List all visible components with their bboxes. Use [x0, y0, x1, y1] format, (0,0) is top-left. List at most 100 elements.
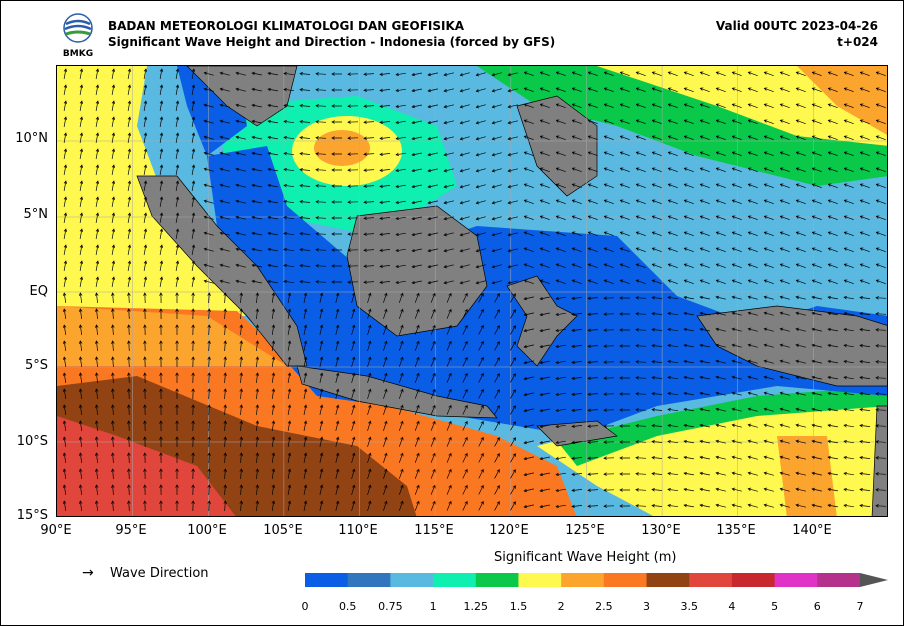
wave-arrow [795, 407, 806, 412]
wave-arrow [95, 212, 100, 223]
wave-arrow [255, 372, 260, 384]
wave-arrow [379, 232, 391, 237]
wave-arrow [731, 71, 742, 77]
wave-arrow [731, 343, 742, 348]
wave-arrow [351, 388, 356, 399]
wave-arrow [219, 135, 230, 140]
wave-arrow [779, 263, 790, 269]
wave-arrow [443, 104, 454, 109]
wave-arrow [414, 484, 420, 495]
wave-arrow [62, 484, 67, 495]
wave-arrow [411, 232, 422, 237]
wave-arrow [571, 472, 583, 477]
wave-arrow [427, 184, 438, 189]
wave-arrow [203, 71, 214, 76]
wave-arrow [699, 423, 710, 428]
wave-arrow [494, 436, 500, 447]
colorbar-tick-label: 6 [813, 600, 821, 613]
lon-label-115e: 115°E [414, 523, 454, 538]
wave-arrow [459, 216, 470, 221]
wave-arrow [203, 87, 214, 92]
wave-arrow [235, 71, 246, 76]
wave-arrow [143, 68, 148, 79]
wave-arrow [319, 500, 324, 511]
wave-arrow [507, 280, 518, 285]
wave-arrow [127, 148, 132, 159]
wave-arrow [667, 135, 678, 141]
wave-arrow [95, 100, 100, 111]
wave-arrow [875, 151, 886, 157]
wave-arrow [843, 503, 854, 508]
wave-arrow [683, 71, 694, 77]
wave-arrow [95, 244, 100, 255]
wave-arrow [747, 71, 758, 77]
wave-arrow [859, 87, 870, 93]
wave-arrow [459, 184, 470, 189]
wave-arrow [667, 391, 679, 396]
wave-arrow [395, 72, 406, 77]
wave-arrow [127, 420, 131, 432]
wave-arrow [283, 247, 295, 252]
wave-arrow [651, 199, 662, 205]
wave-arrow [427, 136, 438, 141]
wave-arrow [430, 452, 436, 463]
wave-arrow [715, 231, 726, 237]
wave-arrow [683, 503, 694, 508]
wave-arrow [539, 488, 550, 493]
wave-arrow [235, 87, 246, 92]
wave-arrow [159, 388, 163, 400]
wave-arrow [79, 276, 84, 287]
wave-arrow [510, 469, 516, 479]
wave-arrow [207, 468, 211, 480]
wave-arrow [779, 311, 790, 316]
wave-arrow [635, 183, 646, 189]
wave-arrow [859, 503, 871, 508]
wave-arrow [79, 180, 84, 191]
wave-arrow [683, 103, 694, 109]
wave-arrow [699, 151, 710, 157]
wave-arrow [731, 439, 742, 444]
wave-arrow [571, 440, 583, 445]
wave-arrow [635, 151, 646, 157]
wave-arrow [143, 340, 147, 352]
wave-arrow [683, 391, 694, 396]
wave-arrow [507, 136, 518, 141]
wave-arrow [78, 388, 83, 400]
wave-arrow [251, 215, 262, 220]
wave-arrow [223, 468, 227, 480]
wave-arrow [539, 151, 550, 157]
wave-arrow [143, 436, 147, 448]
wave-arrow [795, 391, 806, 396]
wave-arrow [619, 344, 630, 348]
wave-arrow [779, 167, 790, 173]
wave-arrow [175, 468, 179, 479]
wave-arrow [427, 280, 438, 285]
wave-arrow [731, 151, 742, 157]
wave-arrow [779, 215, 790, 221]
wave-arrow [715, 327, 726, 332]
wave-arrow [223, 308, 227, 320]
wave-arrow [603, 135, 614, 141]
colorbar-swatch [646, 573, 690, 587]
wave-arrow [811, 87, 822, 93]
wave-arrow [255, 452, 260, 464]
wave-arrow [667, 487, 679, 492]
agency-title: BADAN METEOROLOGI KLIMATOLOGI DAN GEOFIS… [108, 19, 465, 33]
colorbar-swatch [561, 573, 605, 587]
wave-arrow [299, 71, 311, 76]
wave-arrow [95, 68, 100, 79]
wave-arrow [571, 360, 583, 365]
wave-arrow [159, 484, 163, 496]
wave-arrow [603, 231, 614, 237]
wave-arrow [203, 199, 214, 204]
wave-arrow [235, 103, 246, 108]
wave-arrow [619, 408, 630, 412]
wave-arrow [191, 100, 196, 111]
wave-arrow [203, 215, 214, 220]
wave-arrow [79, 228, 84, 239]
wave-arrow [603, 456, 615, 460]
wave-arrow [255, 308, 260, 320]
wave-arrow [383, 292, 388, 303]
wave-arrow [398, 388, 404, 399]
wave-arrow [859, 471, 871, 476]
